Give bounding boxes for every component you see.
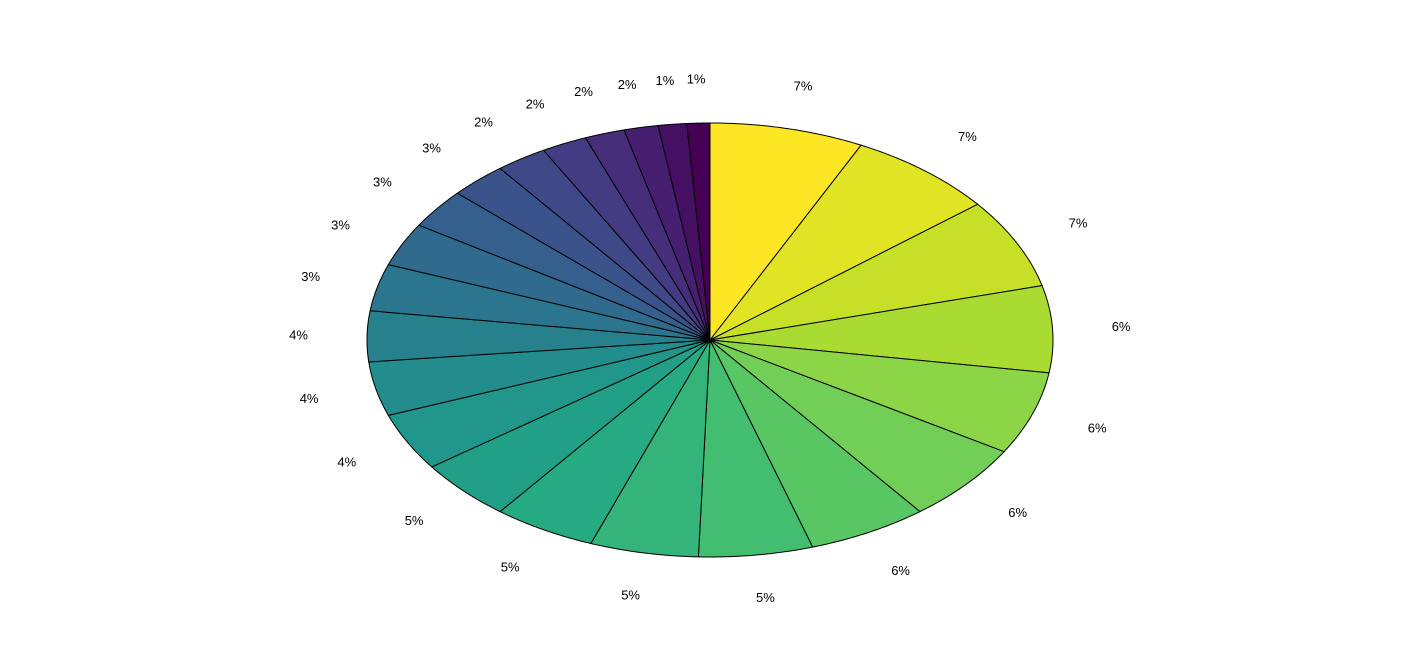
pie-slice	[623, 124, 711, 341]
pie-slice	[709, 144, 979, 341]
slice-label: 7%	[794, 78, 813, 93]
pie-slice	[456, 167, 711, 341]
slice-label: 4%	[300, 391, 319, 406]
slice-label: 2%	[526, 96, 545, 111]
slice-label: 4%	[289, 328, 308, 343]
slice-label: 4%	[337, 455, 356, 470]
slice-label: 6%	[1112, 319, 1131, 334]
pie-slice	[709, 285, 1054, 374]
pie-slice	[499, 339, 711, 545]
slice-label: 3%	[373, 174, 392, 189]
pie-slice	[709, 339, 1005, 513]
slice-label: 5%	[756, 590, 775, 605]
slice-label: 6%	[1008, 505, 1027, 520]
slice-label: 2%	[618, 77, 637, 92]
pie-slice	[430, 339, 711, 513]
slice-label: 5%	[501, 560, 520, 575]
pie-slice	[709, 339, 1050, 453]
pie-slice	[418, 192, 711, 341]
pie-slice	[697, 338, 814, 558]
pie-slice	[387, 224, 711, 341]
pie-slice	[657, 122, 711, 341]
slice-label: 5%	[405, 513, 424, 528]
slice-label: 2%	[474, 115, 493, 130]
pie-slice	[542, 137, 711, 341]
pie-slice	[709, 339, 921, 548]
pie-slice	[368, 339, 711, 416]
slice-label: 6%	[891, 563, 910, 578]
slice-label: 7%	[1069, 215, 1088, 230]
slice-label: 3%	[422, 140, 441, 155]
slice-label: 2%	[574, 84, 593, 99]
slice-label: 5%	[621, 588, 640, 603]
pie-slice	[387, 339, 711, 468]
pie-slice	[499, 149, 711, 341]
pie-slice	[366, 310, 711, 363]
slice-label: 3%	[331, 217, 350, 232]
slice-label: 6%	[1088, 420, 1107, 435]
pie-slice	[686, 122, 711, 341]
pie-slice	[369, 264, 711, 341]
pie-slice	[709, 122, 862, 342]
slice-label: 1%	[656, 73, 675, 88]
pie-slice	[584, 129, 711, 341]
slice-label: 7%	[958, 129, 977, 144]
pie-slice	[590, 339, 711, 558]
slice-label: 1%	[687, 72, 706, 87]
slice-label: 3%	[301, 269, 320, 284]
pie-slice	[709, 203, 1043, 341]
